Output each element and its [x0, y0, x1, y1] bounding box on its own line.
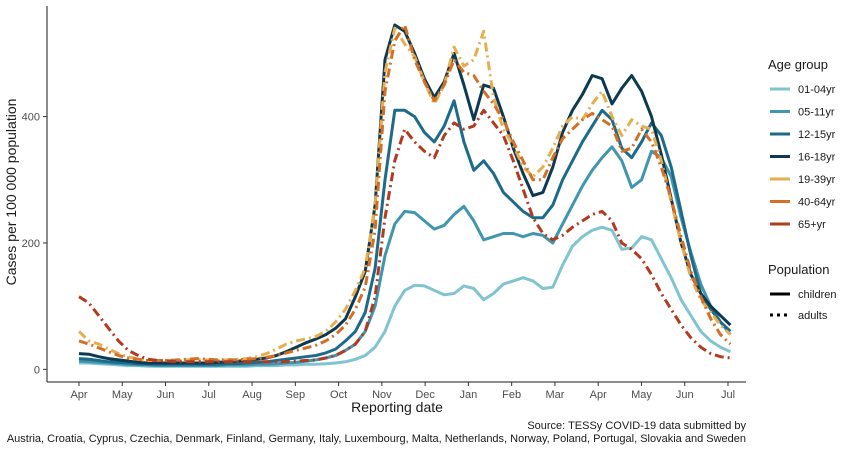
legend-label-12-15yr: 12-15yr: [798, 129, 836, 141]
source-line-1: Source: TESSy COVID-19 data submitted by: [527, 420, 746, 432]
series-line-12-15yr: [78, 99, 732, 366]
y-tick-label: 0: [34, 364, 40, 376]
legend-label-05-11yr: 05-11yr: [798, 107, 835, 119]
series-line-40-64yr: [78, 23, 732, 362]
legend-label-children: children: [798, 289, 837, 301]
source-line-2: Austria, Croatia, Cyprus, Czechia, Denma…: [6, 433, 746, 445]
series-line-16-18yr: [78, 23, 732, 365]
x-tick-label: Apr: [590, 389, 607, 401]
y-tick-label: 400: [22, 112, 40, 124]
x-tick-label: Jan: [460, 389, 478, 401]
legend-age-title: Age group: [768, 57, 828, 72]
x-tick-label: Dec: [415, 389, 435, 401]
legend-population-items: children adults: [770, 289, 837, 322]
x-tick-label: Nov: [372, 389, 392, 401]
x-tick-label: Jun: [676, 389, 694, 401]
legend-label-01-04yr: 01-04yr: [798, 84, 836, 96]
x-tick-label: Feb: [502, 389, 521, 401]
x-tick-label: Oct: [330, 389, 347, 401]
series-line-05-11yr: [78, 145, 732, 368]
x-tick-label: Jul: [721, 389, 735, 401]
line-chart: 0 200 400 Apr May Jun Jul Aug Sep Oct Nov Dec Jan Fe…: [3, 6, 837, 415]
x-tick-label: Apr: [70, 389, 87, 401]
series-line-19-39yr: [77, 26, 732, 362]
y-axis: 0 200 400: [22, 6, 48, 382]
legend-label-40-64yr: 40-64yr: [798, 197, 836, 209]
x-tick-label: Sep: [286, 389, 306, 401]
legend-population-title: Population: [768, 262, 829, 277]
x-tick-label: May: [631, 389, 652, 401]
legend-label-16-18yr: 16-18yr: [798, 152, 836, 164]
series-line-65+yr: [78, 108, 731, 364]
x-tick-label: May: [112, 389, 133, 401]
x-tick-label: Mar: [545, 389, 564, 401]
legend-label-adults: adults: [798, 310, 828, 322]
legend-label-65+yr: 65+yr: [798, 219, 826, 231]
y-tick-label: 200: [22, 238, 40, 250]
plot-area: [77, 23, 732, 368]
legend-label-19-39yr: 19-39yr: [798, 174, 836, 186]
y-axis-title: Cases per 100 000 population: [3, 99, 19, 286]
x-tick-label: Jun: [157, 389, 175, 401]
x-tick-label: Aug: [242, 389, 262, 401]
x-tick-label: Jul: [202, 389, 216, 401]
x-axis-title: Reporting date: [351, 399, 443, 415]
x-axis: Apr May Jun Jul Aug Sep Oct Nov Dec Jan Feb Mar Apr M…: [47, 381, 746, 401]
legend: Age group 01-04yr 05-11yr 12-15yr 16-18yr 19…: [768, 57, 837, 322]
legend-age-items: 01-04yr 05-11yr 12-15yr 16-18yr 19-39yr 40-64…: [770, 84, 836, 231]
series-line-01-04yr: [79, 225, 732, 368]
